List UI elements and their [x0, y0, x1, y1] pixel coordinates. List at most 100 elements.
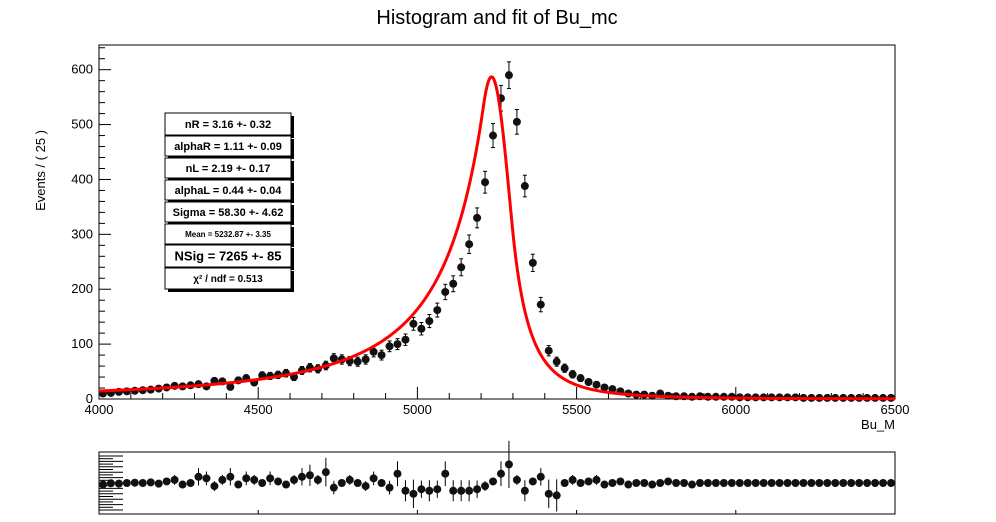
- y-tick-label: 0: [86, 391, 93, 406]
- pull-point: [425, 486, 434, 495]
- pull-point: [210, 482, 219, 491]
- pull-point: [624, 480, 633, 489]
- x-axis-label: Bu_M: [861, 417, 895, 432]
- pull-point: [544, 489, 553, 498]
- pull-point: [138, 479, 147, 487]
- data-point: [528, 258, 537, 267]
- pull-point: [393, 469, 402, 478]
- pull-point: [783, 479, 792, 487]
- pull-point: [727, 479, 736, 487]
- pull-point: [695, 479, 704, 487]
- pull-point: [592, 475, 601, 484]
- pull-point: [815, 479, 824, 487]
- pull-point: [863, 479, 872, 487]
- data-point: [401, 335, 410, 344]
- main-axes: 4000 4500 5000 5500 6000 6500 0 100 200 300 400 500…: [71, 47, 910, 417]
- pull-point: [345, 475, 354, 484]
- pull-point: [799, 479, 808, 487]
- data-point: [608, 385, 617, 394]
- x-tick-label: 6500: [881, 402, 910, 417]
- param-box: [164, 112, 292, 136]
- pull-point: [703, 479, 712, 487]
- pull-point: [377, 479, 386, 487]
- param-box-text: Sigma = 58.30 +- 4.62: [173, 207, 284, 219]
- data-point: [600, 383, 609, 392]
- pull-point: [186, 479, 195, 487]
- pull-point: [584, 477, 593, 486]
- pull-point: [122, 479, 131, 487]
- pull-point: [632, 479, 641, 487]
- pull-point: [847, 479, 856, 487]
- pull-point: [170, 475, 179, 484]
- pull-point: [831, 479, 840, 487]
- pull-point: [576, 479, 585, 487]
- pull-point: [258, 479, 267, 487]
- pull-point: [242, 474, 251, 483]
- param-box-text: Mean = 5232.87 +- 3.35: [185, 230, 271, 239]
- data-point: [417, 324, 426, 333]
- pull-point: [879, 479, 888, 487]
- data-point: [481, 178, 490, 187]
- pull-point: [130, 478, 139, 487]
- data-point: [385, 342, 394, 351]
- pull-point: [313, 475, 322, 484]
- pull-point: [616, 477, 625, 486]
- pull-point: [481, 482, 490, 491]
- y-tick-label: 500: [71, 117, 93, 132]
- pull-point: [608, 479, 617, 487]
- data-point: [592, 380, 601, 389]
- data-point: [369, 347, 378, 356]
- pull-point: [417, 485, 426, 494]
- data-point: [441, 287, 450, 296]
- pull-point: [226, 472, 235, 481]
- pull-point: [433, 485, 442, 494]
- y-tick-label: 400: [71, 171, 93, 186]
- param-box-text: alphaR = 1.11 +- 0.09: [174, 141, 282, 153]
- data-point: [576, 374, 585, 383]
- pull-point: [656, 479, 665, 487]
- pull-point: [194, 472, 203, 481]
- pull-point: [337, 479, 346, 487]
- pull-point: [282, 480, 291, 489]
- data-point: [457, 263, 466, 272]
- pull-point: [807, 479, 816, 487]
- param-box-text: nR = 3.16 +- 0.32: [185, 119, 271, 131]
- pull-point: [409, 489, 418, 498]
- pull-point: [743, 479, 752, 487]
- chart-title: Histogram and fit of Bu_mc: [376, 7, 617, 29]
- y-axis-label: Events / ( 25 ): [33, 130, 48, 211]
- data-point: [520, 182, 529, 191]
- param-box: [164, 135, 292, 157]
- data-point: [329, 354, 338, 363]
- data-point: [393, 340, 402, 349]
- pull-point: [560, 479, 569, 487]
- pull-point: [98, 480, 107, 489]
- pull-point: [274, 477, 283, 486]
- pull-point: [290, 475, 299, 484]
- data-point: [536, 300, 545, 309]
- pull-point: [154, 479, 163, 488]
- pull-point: [775, 479, 784, 487]
- data-point: [560, 364, 569, 373]
- fit-curve: [98, 75, 895, 401]
- pull-point: [250, 475, 259, 484]
- pull-point: [369, 474, 378, 483]
- pull-point: [839, 479, 848, 487]
- pull-point: [512, 475, 521, 484]
- pull-point: [552, 491, 561, 500]
- pull-point: [114, 479, 123, 488]
- data-point: [465, 240, 474, 249]
- pull-point: [536, 472, 545, 481]
- pull-point: [600, 480, 609, 489]
- pull-point: [457, 486, 466, 495]
- pull-point: [871, 479, 880, 487]
- param-box-text: χ² / ndf = 0.513: [193, 274, 263, 285]
- pull-point: [266, 474, 275, 483]
- param-box: [164, 201, 292, 223]
- pull-point: [329, 483, 338, 492]
- data-point: [361, 355, 370, 364]
- x-tick-label: 6000: [721, 402, 750, 417]
- param-box: [164, 267, 292, 290]
- pull-point: [234, 480, 243, 489]
